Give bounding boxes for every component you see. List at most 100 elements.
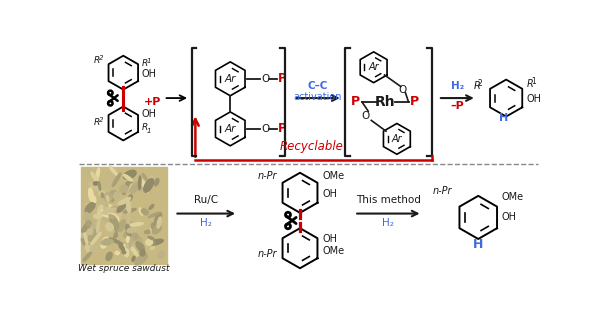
Ellipse shape <box>93 196 96 202</box>
Text: P: P <box>351 95 361 109</box>
Ellipse shape <box>155 212 161 225</box>
Ellipse shape <box>132 256 135 261</box>
Ellipse shape <box>152 225 161 234</box>
Ellipse shape <box>104 193 112 201</box>
Text: Ar: Ar <box>225 74 236 84</box>
Ellipse shape <box>104 239 109 244</box>
Ellipse shape <box>93 223 99 236</box>
Ellipse shape <box>131 222 134 234</box>
Text: 1: 1 <box>146 128 151 134</box>
Ellipse shape <box>148 237 155 240</box>
Ellipse shape <box>151 226 155 233</box>
Ellipse shape <box>138 186 142 191</box>
Text: This method: This method <box>356 195 421 205</box>
Ellipse shape <box>127 223 132 233</box>
Ellipse shape <box>144 230 150 234</box>
Ellipse shape <box>149 239 163 245</box>
Text: OH: OH <box>526 94 541 104</box>
Ellipse shape <box>85 171 90 175</box>
Ellipse shape <box>131 233 138 240</box>
Ellipse shape <box>123 174 132 181</box>
Ellipse shape <box>140 179 149 193</box>
Ellipse shape <box>149 205 154 209</box>
Ellipse shape <box>116 211 121 224</box>
Ellipse shape <box>107 213 119 221</box>
Ellipse shape <box>106 252 112 260</box>
Ellipse shape <box>129 245 138 256</box>
Ellipse shape <box>88 188 93 201</box>
Text: OH: OH <box>501 212 517 222</box>
Ellipse shape <box>107 196 109 201</box>
Ellipse shape <box>129 238 133 247</box>
Text: Ar: Ar <box>225 124 236 134</box>
Text: OH: OH <box>142 69 157 79</box>
Ellipse shape <box>81 238 90 250</box>
Text: O: O <box>261 74 270 84</box>
Text: R: R <box>474 81 480 91</box>
Ellipse shape <box>110 197 114 202</box>
Text: O: O <box>261 124 270 134</box>
Text: Ar: Ar <box>391 134 402 144</box>
Text: 2: 2 <box>99 55 103 61</box>
Ellipse shape <box>155 178 159 186</box>
Ellipse shape <box>123 245 129 257</box>
Ellipse shape <box>84 231 88 245</box>
Ellipse shape <box>98 202 103 205</box>
Ellipse shape <box>84 213 92 221</box>
Ellipse shape <box>147 176 153 186</box>
Ellipse shape <box>117 220 125 233</box>
Ellipse shape <box>112 173 121 186</box>
Text: H: H <box>473 238 483 251</box>
Text: R: R <box>142 59 148 69</box>
Text: Ar: Ar <box>368 62 379 72</box>
Ellipse shape <box>152 223 156 233</box>
Ellipse shape <box>102 208 116 214</box>
Ellipse shape <box>126 224 131 236</box>
Ellipse shape <box>123 209 136 213</box>
Ellipse shape <box>117 203 126 212</box>
Text: R: R <box>526 79 533 89</box>
Ellipse shape <box>101 193 104 198</box>
Ellipse shape <box>136 241 144 252</box>
Ellipse shape <box>150 247 155 249</box>
Ellipse shape <box>150 239 155 245</box>
Text: P: P <box>410 95 419 109</box>
Ellipse shape <box>107 173 114 176</box>
Ellipse shape <box>121 246 128 251</box>
Text: P: P <box>278 72 286 85</box>
Ellipse shape <box>93 182 98 185</box>
Ellipse shape <box>114 226 122 239</box>
Text: O: O <box>362 111 370 121</box>
Text: OMe: OMe <box>323 171 344 181</box>
Ellipse shape <box>90 246 99 253</box>
Ellipse shape <box>99 181 101 190</box>
Ellipse shape <box>101 237 108 248</box>
Ellipse shape <box>86 221 91 226</box>
Ellipse shape <box>119 244 125 251</box>
Ellipse shape <box>98 205 104 218</box>
Ellipse shape <box>104 206 107 214</box>
Text: R: R <box>94 118 100 127</box>
Ellipse shape <box>91 172 100 184</box>
Text: P: P <box>278 122 286 135</box>
Ellipse shape <box>141 209 148 215</box>
Ellipse shape <box>106 223 113 231</box>
Ellipse shape <box>119 233 122 236</box>
Text: –P: –P <box>450 101 464 111</box>
Text: Wet spruce sawdust: Wet spruce sawdust <box>78 264 170 273</box>
Ellipse shape <box>120 185 128 192</box>
Ellipse shape <box>109 205 113 208</box>
Ellipse shape <box>122 192 125 195</box>
Text: C–C: C–C <box>308 81 328 91</box>
Ellipse shape <box>101 208 110 213</box>
Text: 2: 2 <box>99 117 103 123</box>
Ellipse shape <box>130 182 140 193</box>
Ellipse shape <box>126 200 131 213</box>
Text: Rh: Rh <box>375 95 396 109</box>
Ellipse shape <box>104 193 119 198</box>
Ellipse shape <box>122 251 126 254</box>
Ellipse shape <box>109 166 119 177</box>
Text: OH: OH <box>323 234 338 244</box>
Ellipse shape <box>141 249 145 252</box>
Ellipse shape <box>111 207 118 210</box>
